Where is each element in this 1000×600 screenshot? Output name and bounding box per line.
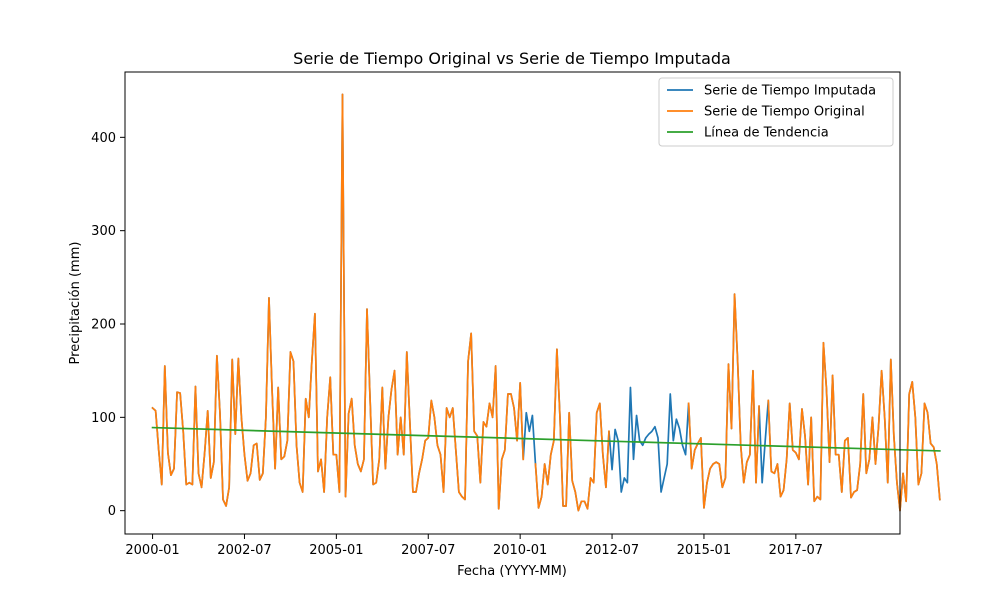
series-line-2 bbox=[151, 426, 941, 452]
plot-frame bbox=[124, 71, 901, 535]
x-tick-label: 2000-01 bbox=[125, 543, 179, 558]
x-tick-label: 2015-01 bbox=[677, 543, 731, 558]
legend-label: Serie de Tiempo Imputada bbox=[704, 84, 876, 99]
legend-label: Serie de Tiempo Original bbox=[704, 105, 865, 120]
plot-area bbox=[151, 93, 941, 512]
chart-title: Serie de Tiempo Original vs Serie de Tie… bbox=[293, 49, 731, 68]
legend: Serie de Tiempo Imputada Serie de Tiempo … bbox=[658, 77, 894, 147]
y-axis: 0 100 200 300 400 bbox=[91, 131, 125, 519]
legend-box bbox=[658, 77, 894, 147]
x-tick-label: 2012-07 bbox=[585, 543, 639, 558]
y-tick-label: 300 bbox=[91, 224, 116, 239]
y-tick-label: 400 bbox=[91, 131, 116, 146]
series-line-1 bbox=[151, 93, 941, 512]
y-tick-label: 0 bbox=[108, 504, 116, 519]
legend-label: Línea de Tendencia bbox=[704, 126, 829, 141]
x-tick-label: 2010-01 bbox=[493, 543, 547, 558]
x-axis: 2000-01 2002-07 2005-01 2007-07 2010-01 2012-… bbox=[125, 534, 823, 558]
x-axis-label: Fecha (YYYY-MM) bbox=[457, 564, 567, 579]
y-axis-label: Precipitación (mm) bbox=[68, 242, 83, 365]
x-tick-label: 2002-07 bbox=[217, 543, 271, 558]
y-tick-label: 100 bbox=[91, 411, 116, 426]
y-tick-label: 200 bbox=[91, 318, 116, 333]
x-tick-label: 2005-01 bbox=[309, 543, 363, 558]
x-tick-label: 2007-07 bbox=[401, 543, 455, 558]
x-tick-label: 2017-07 bbox=[769, 543, 823, 558]
series-layer bbox=[151, 93, 941, 512]
